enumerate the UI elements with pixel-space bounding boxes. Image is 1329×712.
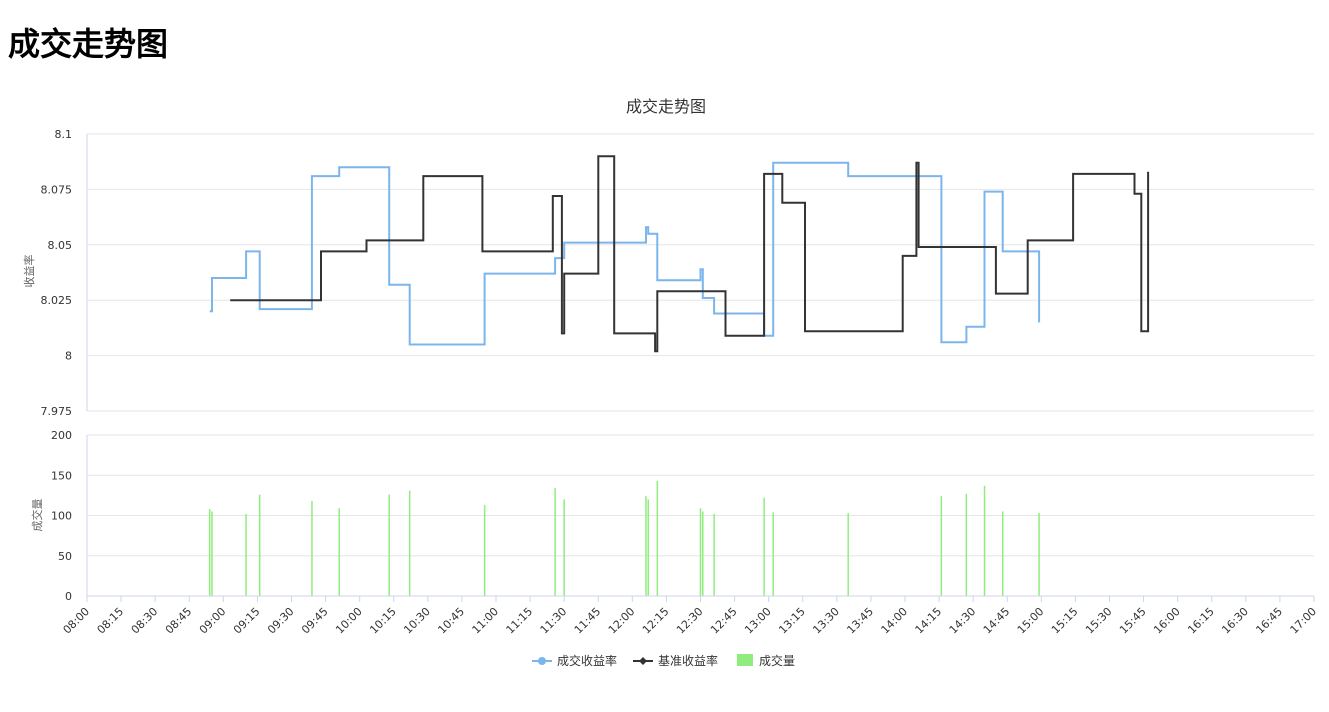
x-tick-label: 14:45 bbox=[981, 605, 1013, 637]
volume-bar bbox=[311, 501, 313, 596]
volume-bar bbox=[983, 485, 986, 596]
y-tick-label: 8.075 bbox=[41, 183, 73, 196]
x-axis: 08:00 08:15 08:30 08:45 09:00 09:15 09:30 09:45… bbox=[61, 595, 1320, 637]
x-tick-label: 10:00 bbox=[333, 605, 365, 637]
x-tick-label: 14:30 bbox=[947, 605, 979, 637]
x-tick-label: 14:15 bbox=[913, 605, 945, 637]
x-tick-label: 12:15 bbox=[640, 605, 672, 637]
y-tick-label: 50 bbox=[58, 550, 72, 563]
x-tick-label: 14:00 bbox=[879, 605, 911, 637]
series-lines bbox=[209, 155, 1150, 353]
legend-symbol-marker bbox=[639, 657, 647, 665]
volume-bars bbox=[208, 480, 1040, 596]
upper-y-axis-label: 收益率 bbox=[22, 255, 36, 288]
volume-bar bbox=[847, 513, 849, 596]
x-tick-label: 10:30 bbox=[401, 605, 433, 637]
legend-label: 基准收益率 bbox=[658, 653, 718, 668]
x-tick-label: 16:30 bbox=[1219, 605, 1251, 637]
y-tick-label: 8.1 bbox=[55, 128, 73, 141]
volume-bar bbox=[699, 508, 702, 596]
x-tick-label: 08:15 bbox=[95, 605, 127, 637]
x-tick-label: 11:45 bbox=[572, 605, 604, 637]
x-tick-label: 08:45 bbox=[163, 605, 195, 637]
legend-item-benchmark-yield[interactable]: 基准收益率 bbox=[633, 653, 718, 668]
x-tick-label: 10:15 bbox=[367, 605, 399, 637]
legend-item-volume[interactable]: 成交量 bbox=[737, 653, 795, 668]
volume-bar bbox=[940, 496, 943, 596]
x-tick-label: 10:45 bbox=[435, 605, 467, 637]
volume-bar bbox=[208, 509, 211, 596]
legend-symbol-swatch bbox=[737, 654, 753, 666]
y-tick-label: 0 bbox=[65, 590, 72, 603]
volume-bar bbox=[338, 508, 340, 596]
x-tick-label: 16:45 bbox=[1253, 605, 1285, 637]
volume-bar bbox=[763, 497, 765, 596]
y-tick-label: 200 bbox=[51, 429, 72, 442]
x-tick-label: 12:00 bbox=[606, 605, 638, 637]
x-tick-label: 08:00 bbox=[61, 605, 93, 637]
lower-y-tick-labels: 0 50 100 150 200 bbox=[51, 429, 72, 603]
volume-bar bbox=[645, 496, 647, 596]
y-tick-label: 8.05 bbox=[48, 239, 73, 252]
legend-symbol-marker bbox=[538, 657, 546, 665]
x-tick-label: 11:15 bbox=[504, 605, 536, 637]
volume-bar bbox=[563, 499, 565, 596]
volume-bar bbox=[245, 513, 247, 596]
legend: 成交收益率 基准收益率 成交量 bbox=[532, 653, 795, 668]
x-tick-label: 15:15 bbox=[1049, 605, 1081, 637]
x-tick-label: 11:00 bbox=[470, 605, 502, 637]
y-tick-label: 7.975 bbox=[41, 405, 73, 418]
x-tick-label: 09:30 bbox=[265, 605, 297, 637]
page-title: 成交走势图 bbox=[8, 25, 169, 63]
y-tick-label: 8.025 bbox=[41, 294, 73, 307]
volume-bar bbox=[408, 490, 411, 596]
x-tick-label: 13:15 bbox=[776, 605, 808, 637]
volume-bar bbox=[965, 493, 968, 596]
y-tick-label: 150 bbox=[51, 469, 72, 482]
x-tick-label: 09:45 bbox=[299, 605, 331, 637]
x-tick-label: 15:45 bbox=[1117, 605, 1149, 637]
chart-title: 成交走势图 bbox=[626, 97, 706, 116]
volume-bar bbox=[483, 505, 486, 596]
x-tick-label: 08:30 bbox=[129, 605, 161, 637]
lower-y-axis-label: 成交量 bbox=[30, 499, 44, 532]
x-tick-label: 09:00 bbox=[197, 605, 229, 637]
x-tick-label: 17:00 bbox=[1288, 605, 1320, 637]
x-tick-label: 13:45 bbox=[844, 605, 876, 637]
x-tick-label: 13:00 bbox=[742, 605, 774, 637]
upper-y-tick-labels: 7.975 8 8.025 8.05 8.075 8.1 bbox=[41, 128, 73, 418]
volume-bar bbox=[647, 499, 649, 596]
volume-bar bbox=[554, 488, 556, 596]
volume-bar bbox=[211, 511, 213, 596]
volume-bar bbox=[772, 512, 774, 596]
y-tick-label: 8 bbox=[65, 350, 72, 363]
x-tick-label: 12:30 bbox=[674, 605, 706, 637]
volume-bar bbox=[713, 513, 715, 596]
x-tick-label: 09:15 bbox=[231, 605, 263, 637]
benchmark-yield-line bbox=[230, 155, 1150, 353]
legend-label: 成交收益率 bbox=[557, 653, 617, 668]
x-tick-label: 16:15 bbox=[1185, 605, 1217, 637]
x-tick-label: 15:00 bbox=[1015, 605, 1047, 637]
legend-item-trade-yield[interactable]: 成交收益率 bbox=[532, 653, 617, 668]
volume-bar bbox=[1001, 511, 1004, 596]
x-tick-label: 11:30 bbox=[538, 605, 570, 637]
legend-label: 成交量 bbox=[759, 653, 795, 668]
volume-bar bbox=[388, 494, 390, 596]
x-tick-label: 12:45 bbox=[708, 605, 740, 637]
x-tick-label: 13:30 bbox=[810, 605, 842, 637]
y-tick-label: 100 bbox=[51, 510, 72, 523]
volume-bar bbox=[702, 511, 704, 596]
volume-bar bbox=[258, 494, 261, 596]
trade-yield-line bbox=[209, 161, 1041, 346]
volume-bar bbox=[1038, 513, 1040, 596]
volume-bar bbox=[656, 480, 659, 596]
x-tick-label: 16:00 bbox=[1151, 605, 1183, 637]
x-tick-label: 15:30 bbox=[1083, 605, 1115, 637]
